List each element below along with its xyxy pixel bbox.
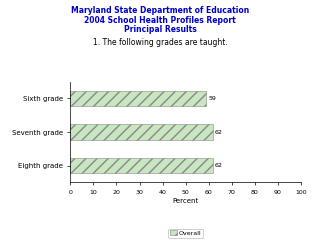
X-axis label: Percent: Percent (172, 198, 199, 204)
Text: Principal Results: Principal Results (124, 25, 196, 34)
Bar (70, 91, 206, 106)
Text: Maryland State Department of Education: Maryland State Department of Education (71, 6, 249, 15)
Text: 62: 62 (215, 163, 223, 168)
Bar (70, 158, 213, 173)
Text: 1. The following grades are taught.: 1. The following grades are taught. (92, 38, 228, 48)
Legend: Overall: Overall (168, 229, 204, 238)
Text: 2004 School Health Profiles Report: 2004 School Health Profiles Report (84, 16, 236, 25)
Text: 59: 59 (208, 96, 216, 101)
Text: 62: 62 (215, 130, 223, 134)
Bar (70, 125, 213, 140)
